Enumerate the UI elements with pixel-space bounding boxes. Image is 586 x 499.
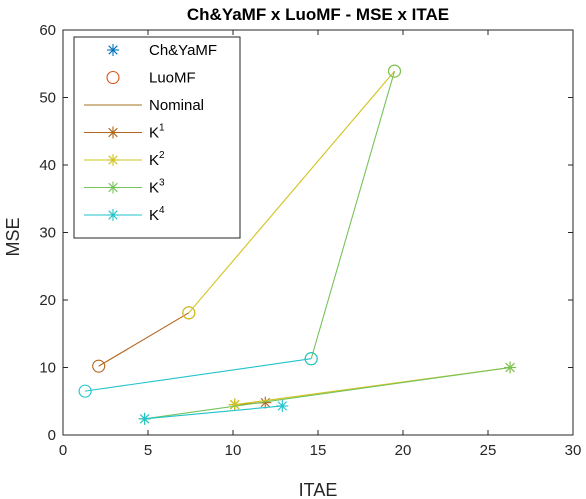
- legend-item: LuoMF: [106, 70, 196, 87]
- x-tick-label: 20: [395, 442, 412, 459]
- legend-item: Nominal: [84, 97, 204, 114]
- legend-label-superscript: 3: [159, 178, 165, 189]
- series-k4: [78, 352, 318, 398]
- legend-label: Nominal: [149, 97, 204, 114]
- y-tick-label: 40: [39, 157, 56, 174]
- y-tick-label: 20: [39, 292, 56, 309]
- data-point-star: [228, 398, 241, 411]
- legend-label: LuoMF: [149, 70, 196, 87]
- x-axis-label: ITAE: [299, 480, 338, 499]
- legend-marker-star: [107, 126, 119, 139]
- series-line-segment: [144, 405, 283, 420]
- x-tick-label: 25: [480, 442, 497, 459]
- legend-label-superscript: 4: [159, 205, 165, 216]
- legend-marker-star: [107, 209, 119, 221]
- y-tick-label: 50: [39, 90, 56, 107]
- legend-label-superscript: 1: [159, 123, 165, 134]
- data-point-circle: [387, 64, 402, 78]
- series-line-segment: [144, 366, 511, 420]
- legend-label-superscript: 2: [159, 150, 165, 161]
- x-tick-label: 5: [144, 442, 152, 459]
- y-tick-label: 60: [39, 22, 56, 39]
- legend-marker-star: [107, 154, 119, 166]
- y-tick-label: 0: [48, 427, 56, 444]
- x-tick-label: 15: [310, 442, 327, 459]
- x-tick-label: 0: [59, 442, 67, 459]
- series-line-segment: [310, 71, 396, 359]
- series-line-segment: [98, 312, 190, 367]
- series-line-segment: [188, 70, 395, 314]
- legend-label: Ch&YaMF: [149, 42, 217, 59]
- legend-item: Ch&YaMF: [107, 42, 217, 59]
- series-line-segment: [85, 358, 312, 392]
- chart-title: Ch&YaMF x LuoMF - MSE x ITAE: [187, 5, 449, 24]
- data-point-star: [504, 361, 517, 374]
- data-point-star: [138, 412, 151, 425]
- data-point-circle: [92, 359, 106, 373]
- legend-marker-star: [107, 44, 119, 56]
- data-point-circle: [78, 384, 92, 398]
- legend-item: K4: [84, 205, 165, 224]
- y-axis-label: MSE: [3, 217, 23, 256]
- y-tick-label: 10: [39, 360, 56, 377]
- x-tick-label: 30: [565, 442, 582, 459]
- legend-box: [73, 36, 241, 239]
- series-k4b: [138, 399, 289, 425]
- y-tick-label: 30: [39, 225, 56, 242]
- x-tick-label: 10: [225, 442, 242, 459]
- legend-marker-star: [107, 181, 119, 194]
- legend-marker-circle: [106, 70, 120, 85]
- data-point-star: [276, 399, 289, 412]
- legend-item: K1: [84, 123, 165, 142]
- data-point-circle: [182, 306, 196, 320]
- data-point-circle: [304, 352, 318, 366]
